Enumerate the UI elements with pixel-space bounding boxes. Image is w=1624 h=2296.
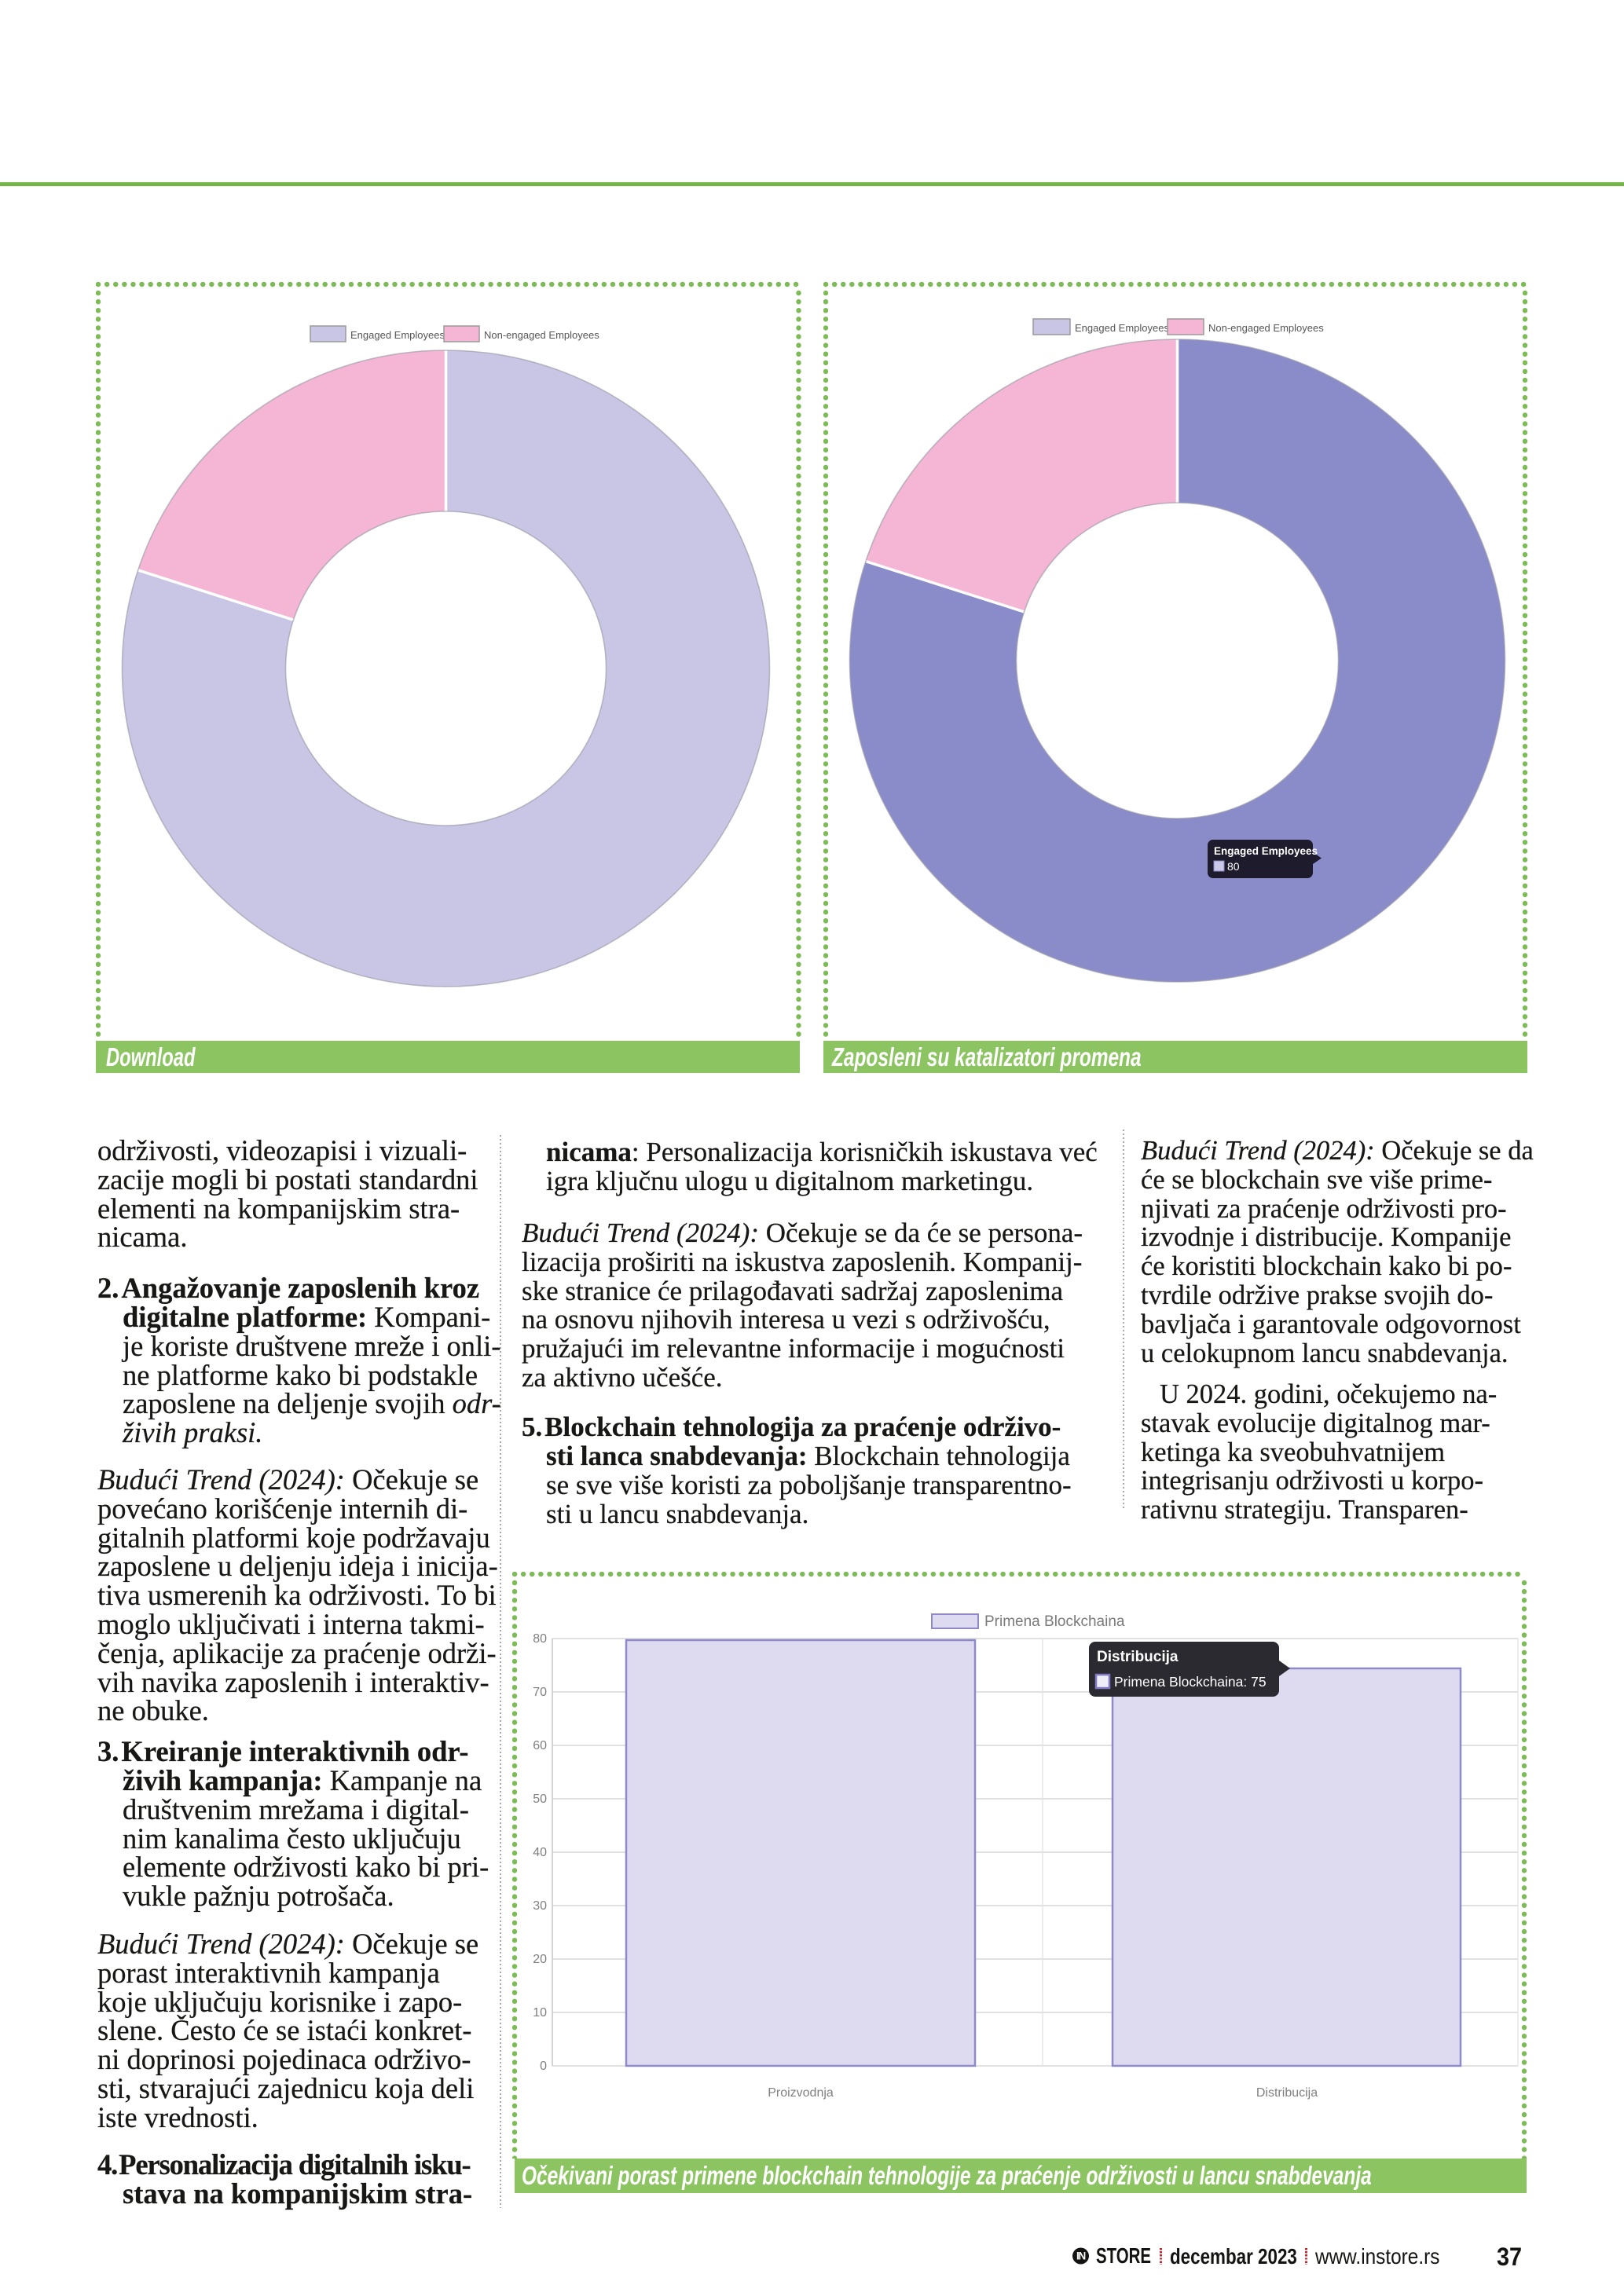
svg-text:Primena Blockchaina: 75: Primena Blockchaina: 75 <box>1114 1674 1267 1690</box>
svg-text:40: 40 <box>533 1846 547 1859</box>
svg-text:70: 70 <box>533 1686 547 1699</box>
svg-text:80: 80 <box>533 1632 547 1646</box>
svg-text:30: 30 <box>533 1899 547 1913</box>
svg-text:Primena Blockchaina: Primena Blockchaina <box>984 1613 1125 1630</box>
svg-text:20: 20 <box>533 1953 547 1966</box>
svg-text:Non-engaged Employees: Non-engaged Employees <box>1208 322 1324 334</box>
svg-text:50: 50 <box>533 1792 547 1806</box>
svg-text:0: 0 <box>540 2060 547 2073</box>
svg-text:Distribucija: Distribucija <box>1097 1649 1179 1665</box>
svg-text:Engaged Employees: Engaged Employees <box>1214 845 1318 857</box>
svg-text:Proizvodnja: Proizvodnja <box>768 2086 834 2100</box>
svg-text:Engaged Employees: Engaged Employees <box>350 329 445 341</box>
svg-text:60: 60 <box>533 1739 547 1752</box>
svg-text:Non-engaged Employees: Non-engaged Employees <box>484 329 599 341</box>
svg-text:10: 10 <box>533 2006 547 2020</box>
svg-text:Distribucija: Distribucija <box>1256 2086 1318 2100</box>
svg-text:IN: IN <box>1076 2250 1086 2262</box>
svg-text:80: 80 <box>1227 860 1240 873</box>
svg-text:Engaged Employees: Engaged Employees <box>1075 322 1169 334</box>
